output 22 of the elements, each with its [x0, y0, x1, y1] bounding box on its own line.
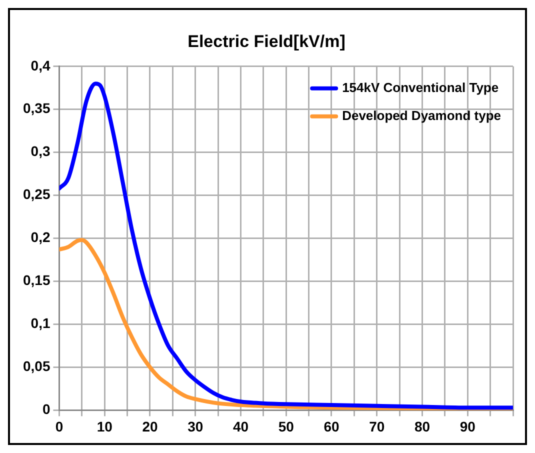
x-tick-label: 80 — [414, 418, 430, 434]
x-tick-label: 30 — [188, 418, 204, 434]
legend-label: Developed Dyamond type — [342, 108, 502, 123]
y-tick-label: 0,15 — [23, 272, 50, 288]
x-tick-label: 0 — [55, 418, 64, 434]
x-tick-label: 40 — [232, 418, 249, 434]
legend-label: 154kV Conventional Type — [342, 80, 499, 95]
x-tick-label: 60 — [324, 418, 340, 434]
y-tick-label: 0,05 — [23, 358, 50, 374]
x-tick-label: 70 — [369, 418, 385, 434]
y-tick-label: 0,3 — [30, 143, 50, 160]
y-tick-label: 0,4 — [30, 57, 50, 74]
x-tick-label: 10 — [96, 418, 113, 434]
x-tick-label: 20 — [142, 418, 158, 434]
y-tick-label: 0,1 — [30, 315, 50, 332]
y-tick-label: 0 — [42, 401, 50, 418]
y-tick-label: 0,25 — [23, 186, 50, 202]
chart-title: Electric Field[kV/m] — [188, 32, 346, 51]
x-tick-label: 90 — [460, 418, 476, 434]
x-tick-label: 50 — [278, 418, 294, 434]
y-tick-label: 0,35 — [23, 100, 50, 116]
y-tick-label: 0,2 — [30, 229, 50, 246]
